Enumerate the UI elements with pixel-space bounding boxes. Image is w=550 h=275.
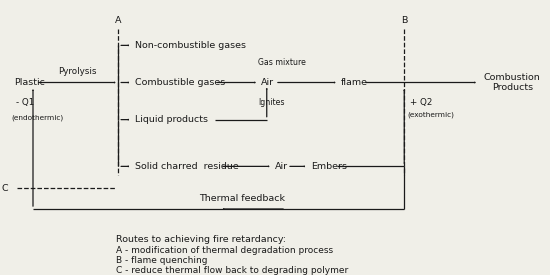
Text: B - flame quenching: B - flame quenching — [116, 256, 207, 265]
Text: Plastic: Plastic — [14, 78, 45, 87]
Text: Solid charred  residue: Solid charred residue — [135, 162, 239, 171]
Text: Gas mixture: Gas mixture — [258, 58, 306, 67]
Text: flame: flame — [341, 78, 368, 87]
Text: (exothermic): (exothermic) — [407, 111, 454, 118]
Text: Combustible gases: Combustible gases — [135, 78, 225, 87]
Text: C: C — [2, 184, 8, 193]
Text: Liquid products: Liquid products — [135, 115, 208, 124]
Text: + Q2: + Q2 — [410, 98, 432, 107]
Text: Air: Air — [261, 78, 274, 87]
Text: Embers: Embers — [311, 162, 346, 171]
Text: Non-combustible gases: Non-combustible gases — [135, 41, 246, 50]
Text: B: B — [401, 16, 408, 25]
Text: Ignites: Ignites — [258, 98, 285, 107]
Text: Routes to achieving fire retardancy:: Routes to achieving fire retardancy: — [116, 235, 285, 244]
Text: A: A — [115, 16, 122, 25]
Text: Combustion
Products: Combustion Products — [484, 73, 541, 92]
Text: A - modification of thermal degradation process: A - modification of thermal degradation … — [116, 246, 333, 255]
Text: Thermal feedback: Thermal feedback — [199, 194, 285, 203]
Text: - Q1: - Q1 — [16, 98, 35, 107]
Text: (endothermic): (endothermic) — [11, 114, 63, 121]
Text: C - reduce thermal flow back to degrading polymer: C - reduce thermal flow back to degradin… — [116, 266, 348, 275]
Text: Pyrolysis: Pyrolysis — [58, 67, 96, 76]
Text: Air: Air — [275, 162, 288, 171]
